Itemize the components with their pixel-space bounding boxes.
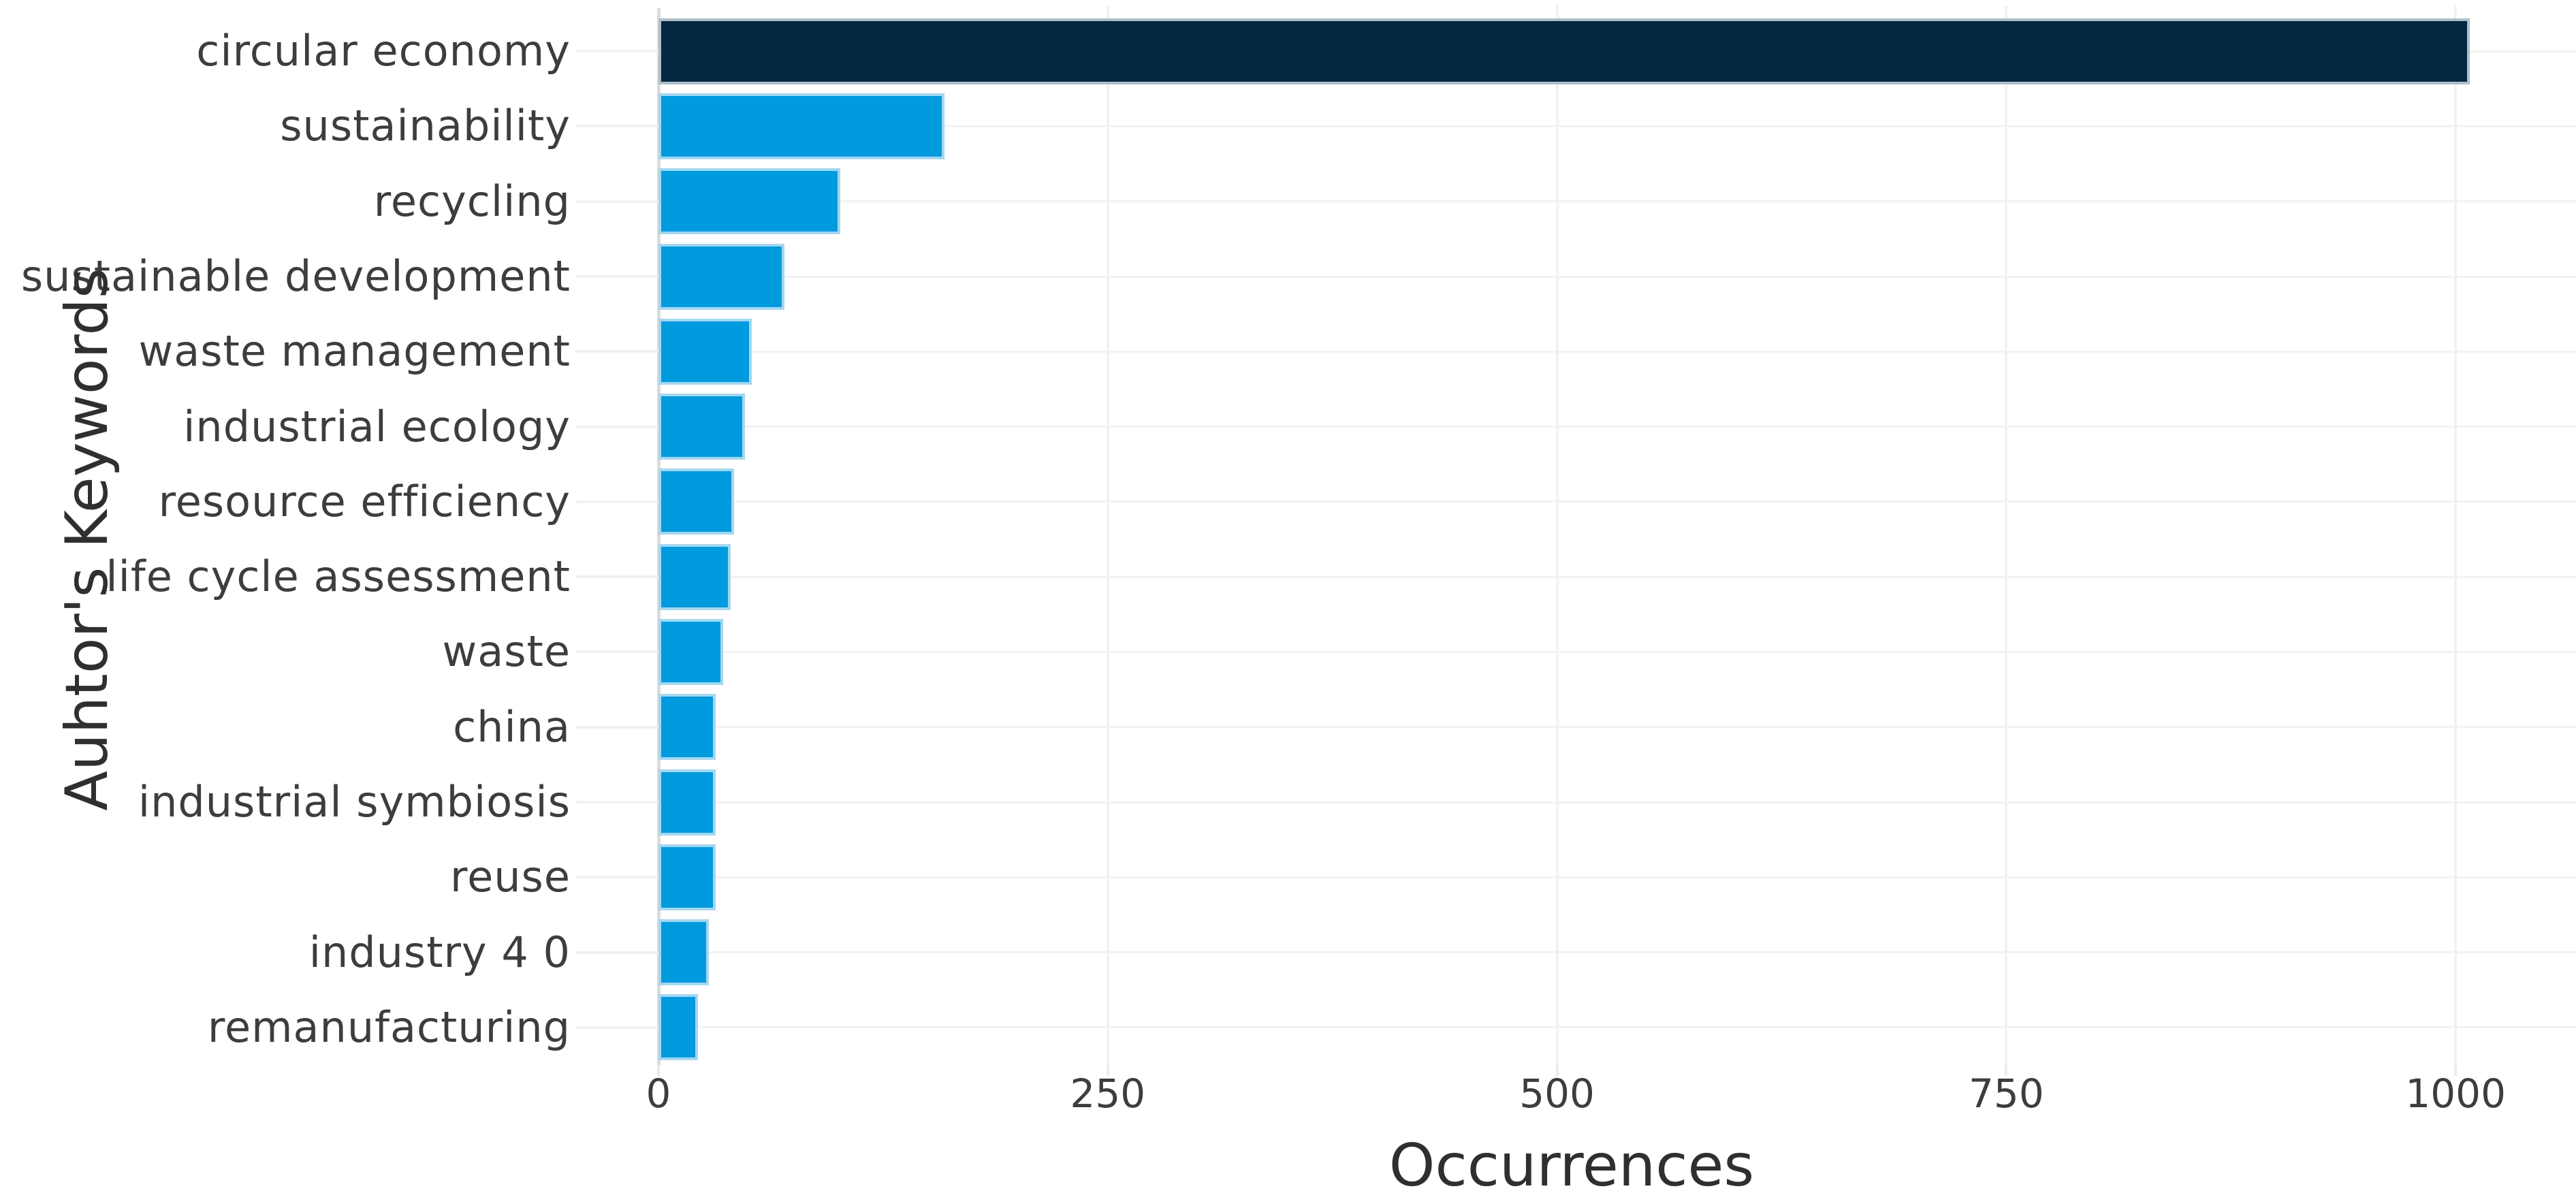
h-gridline <box>658 801 2576 804</box>
x-tick <box>2005 1065 2008 1076</box>
v-gridline <box>1106 5 1109 1065</box>
category-label: industrial symbiosis <box>138 777 571 827</box>
bar <box>658 243 784 310</box>
category-label: circular economy <box>196 26 571 76</box>
category-label: reuse <box>449 852 571 902</box>
v-gridline <box>2454 5 2458 1065</box>
bar <box>658 394 745 460</box>
bar <box>658 844 716 910</box>
x-tick <box>2454 1065 2458 1076</box>
h-gridline <box>658 951 2576 954</box>
bar <box>658 318 752 385</box>
category-label: china <box>453 701 571 752</box>
bar <box>658 769 716 836</box>
bar <box>658 93 944 159</box>
x-tick <box>1555 1065 1559 1076</box>
x-tick <box>657 1065 660 1076</box>
category-label: resource efficiency <box>158 476 571 526</box>
h-gridline <box>658 500 2576 503</box>
category-tick <box>575 725 658 729</box>
h-gridline <box>658 575 2576 578</box>
category-label: waste <box>442 626 571 677</box>
bar <box>658 18 2470 84</box>
category-label: sustainability <box>280 101 571 151</box>
category-label: recycling <box>373 176 571 226</box>
y-axis-zeroline <box>657 8 661 1065</box>
bar <box>658 543 731 610</box>
bar <box>658 694 716 761</box>
category-label: life cycle assessment <box>106 552 571 602</box>
category-label: waste management <box>138 326 571 377</box>
category-label: industry 4 0 <box>308 927 571 977</box>
category-label: remanufacturing <box>207 1002 571 1052</box>
bar <box>658 919 709 986</box>
bar <box>658 468 734 535</box>
category-tick <box>575 50 658 53</box>
h-gridline <box>658 650 2576 653</box>
category-tick <box>575 350 658 353</box>
category-tick <box>575 200 658 203</box>
category-tick <box>575 876 658 879</box>
category-tick <box>575 125 658 128</box>
h-gridline <box>658 200 2576 203</box>
category-tick <box>575 951 658 954</box>
h-gridline <box>658 350 2576 353</box>
x-tick-label: 750 <box>1969 1070 2044 1117</box>
category-label: industrial ecology <box>183 401 571 451</box>
bar <box>658 618 723 685</box>
h-gridline <box>658 876 2576 878</box>
v-gridline <box>2005 5 2008 1065</box>
x-tick-label: 0 <box>646 1070 671 1117</box>
category-tick <box>575 1025 658 1029</box>
x-axis-title: Occurrences <box>1388 1132 1755 1193</box>
category-tick <box>575 575 658 579</box>
h-gridline <box>658 426 2576 428</box>
category-tick <box>575 425 658 428</box>
category-tick <box>575 275 658 278</box>
h-gridline <box>658 275 2576 278</box>
x-tick-label: 1000 <box>2405 1070 2506 1117</box>
x-tick-label: 250 <box>1070 1070 1146 1117</box>
category-label: sustainable development <box>20 251 571 301</box>
bar <box>658 994 698 1061</box>
category-tick <box>575 650 658 654</box>
bar <box>658 168 840 235</box>
y-axis-title: Auhtor's Keywords <box>53 268 121 811</box>
x-tick <box>1106 1065 1109 1076</box>
v-gridline <box>1555 5 1559 1065</box>
category-tick <box>575 801 658 804</box>
h-gridline <box>658 726 2576 729</box>
category-tick <box>575 500 658 503</box>
x-tick-label: 500 <box>1519 1070 1595 1117</box>
h-gridline <box>658 125 2576 127</box>
h-gridline <box>658 1026 2576 1029</box>
